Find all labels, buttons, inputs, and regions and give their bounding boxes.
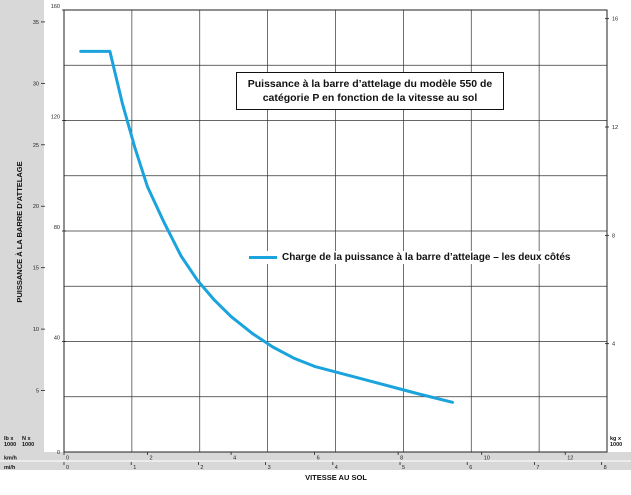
kmh-tick-label: 6 — [317, 456, 320, 462]
lb-tick-label: 15 — [33, 266, 39, 272]
kn-unit-label: 1000 — [22, 442, 34, 448]
kmh-tick-label: 0 — [66, 456, 69, 462]
legend-swatch — [249, 256, 277, 259]
kmh-tick-label: 8 — [400, 456, 403, 462]
lb-tick-label: 10 — [33, 327, 39, 333]
kmh-unit-label: km/h — [4, 456, 17, 462]
left-axis-band — [0, 0, 44, 454]
mih-tick-label: 3 — [268, 465, 271, 471]
lb-tick-label: 20 — [33, 204, 39, 210]
mih-tick-label: 2 — [200, 465, 203, 471]
lb-tick-label: 25 — [33, 143, 39, 149]
legend-label: Charge de la puissance à la barre d’atte… — [282, 252, 571, 263]
legend: Charge de la puissance à la barre d’atte… — [246, 251, 574, 264]
mih-tick-label: 8 — [604, 465, 607, 471]
kmh-tick-label: 12 — [567, 456, 573, 462]
kn-unit-label: N x — [22, 436, 32, 442]
mih-tick-label: 4 — [335, 465, 338, 471]
lb-tick-label: 30 — [33, 81, 39, 87]
kn-tick-label: 80 — [54, 225, 60, 231]
kg-unit-label: 1000 — [610, 442, 622, 448]
kg-tick-label: 8 — [612, 233, 615, 239]
kg-tick-label: 12 — [612, 125, 618, 131]
kn-tick-label: 0 — [57, 450, 60, 456]
mih-tick-label: 6 — [469, 465, 472, 471]
mih-tick-label: 0 — [66, 465, 69, 471]
lb-unit-label: 1000 — [4, 442, 16, 448]
kmh-tick-label: 10 — [484, 456, 490, 462]
kg-tick-label: 16 — [612, 17, 618, 23]
y-axis-title: PUISSANCE À LA BARRE D’ATTELAGE — [15, 161, 24, 302]
kn-tick-label: 160 — [51, 4, 60, 10]
mih-tick-label: 7 — [536, 465, 539, 471]
kn-tick-label: 40 — [54, 336, 60, 342]
mih-tick-label: 1 — [133, 465, 136, 471]
mih-unit-label: mi/h — [4, 465, 16, 471]
kmh-tick-label: 4 — [233, 456, 236, 462]
chart-title: Puissance à la barre d’attelage du modèl… — [236, 72, 504, 110]
series-line — [79, 49, 454, 404]
lb-unit-label: lb x — [4, 436, 14, 442]
x-axis-title: VITESSE AU SOL — [305, 473, 367, 482]
kn-tick-label: 120 — [51, 115, 60, 121]
lb-tick-label: 5 — [36, 389, 39, 395]
mih-tick-label: 5 — [402, 465, 405, 471]
kg-tick-label: 4 — [612, 342, 615, 348]
kmh-tick-label: 2 — [150, 456, 153, 462]
lb-tick-label: 35 — [33, 20, 39, 26]
kg-unit-label: kg x — [610, 436, 622, 442]
